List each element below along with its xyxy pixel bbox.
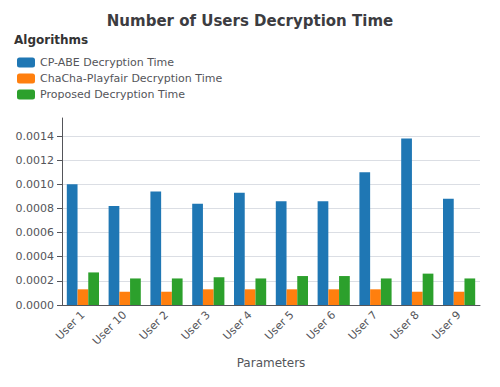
svg-text:0.0002: 0.0002 <box>16 274 55 287</box>
svg-text:Parameters: Parameters <box>237 356 306 370</box>
svg-text:0.0012: 0.0012 <box>16 154 55 167</box>
svg-text:User 9: User 9 <box>429 308 463 342</box>
svg-text:0.0000: 0.0000 <box>16 299 55 312</box>
svg-text:0.0010: 0.0010 <box>16 178 55 191</box>
svg-text:ChaCha-Playfair Decryption Tim: ChaCha-Playfair Decryption Time <box>40 72 222 85</box>
svg-text:User 5: User 5 <box>262 308 296 342</box>
svg-text:User 10: User 10 <box>90 308 129 347</box>
svg-text:0.0006: 0.0006 <box>16 226 55 239</box>
svg-text:Number of Users Decryption Tim: Number of Users Decryption Time <box>107 12 393 30</box>
svg-text:User 1: User 1 <box>53 308 87 342</box>
svg-text:0.0004: 0.0004 <box>16 250 55 263</box>
svg-text:User 2: User 2 <box>137 308 171 342</box>
svg-text:User 3: User 3 <box>179 308 213 342</box>
svg-text:User 7: User 7 <box>346 308 380 342</box>
svg-text:CP-ABE Decryption Time: CP-ABE Decryption Time <box>40 56 174 69</box>
svg-text:User 8: User 8 <box>388 308 422 342</box>
svg-text:User 4: User 4 <box>220 308 254 342</box>
svg-text:Algorithms: Algorithms <box>14 33 88 47</box>
svg-text:0.0014: 0.0014 <box>16 130 55 143</box>
svg-text:User 6: User 6 <box>304 308 338 342</box>
svg-text:0.0008: 0.0008 <box>16 202 55 215</box>
svg-text:Proposed Decryption Time: Proposed Decryption Time <box>40 88 185 101</box>
